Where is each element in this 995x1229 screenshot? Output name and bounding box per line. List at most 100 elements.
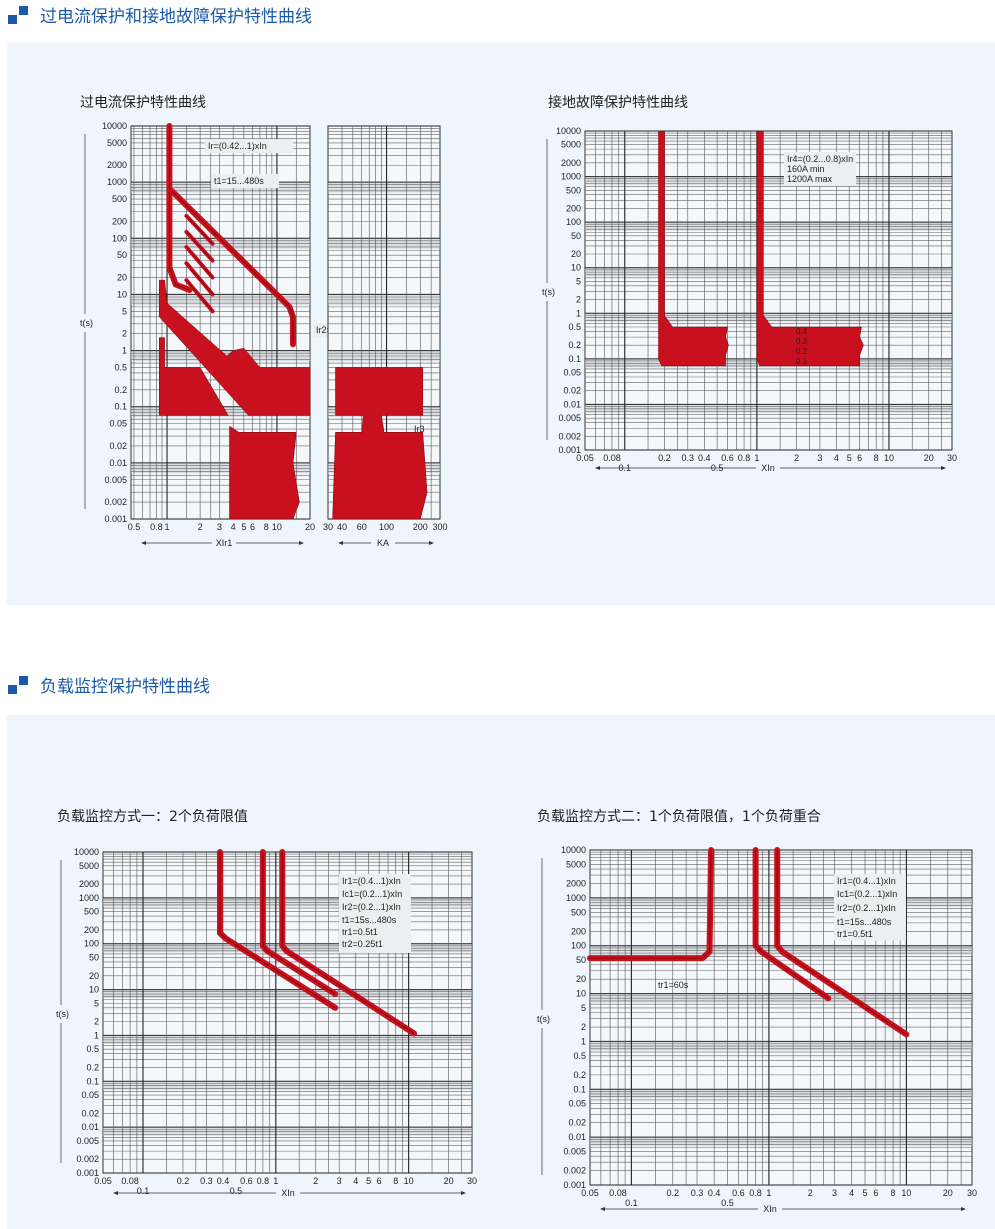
chart-overcurrent_ka: 30 40 60 100 200 300 KA Ir3 (323, 125, 448, 548)
y-tick-label: 10000 (102, 121, 127, 131)
x-tick-label: 4 (353, 1176, 358, 1186)
x-tick-label: 0.4 (708, 1188, 721, 1198)
y-tick-label: 0.05 (568, 1099, 586, 1109)
trip-curve-centerline (281, 852, 415, 1034)
arrow-left-icon (113, 1191, 118, 1195)
annotation-label: t1=15s...480s (342, 915, 397, 925)
x-tick-label: 2 (198, 522, 203, 532)
x-axis-label: XIn (281, 1188, 295, 1198)
y-tick-label: 20 (117, 273, 127, 283)
x-tick-label: 0.6 (240, 1176, 253, 1186)
y-tick-label: 0.5 (86, 1044, 99, 1054)
y-tick-label: 0.1 (86, 1076, 99, 1086)
annotation-label: Ir3 (414, 424, 425, 434)
section-bullet-icon (8, 5, 30, 24)
y-tick-label: 5000 (561, 140, 581, 150)
chart-load_mode2: 100005000200010005002001005020105210.50.… (537, 845, 977, 1214)
y-tick-label: 50 (89, 953, 99, 963)
annotation-label: 0.2 (796, 347, 808, 356)
y-tick-label: 200 (566, 203, 581, 213)
y-tick-label: 20 (89, 971, 99, 981)
annotation-label: tr1=60s (658, 980, 689, 990)
trip-curve-centerline (219, 852, 336, 1009)
y-tick-label: 20 (571, 249, 581, 259)
x-tick-label: 0.05 (94, 1176, 112, 1186)
x-tick-label: 0.6 (721, 453, 734, 463)
y-tick-label: 0.05 (563, 368, 581, 378)
x-tick-label: 0.8 (257, 1176, 270, 1186)
annotation-label: t1=15...480s (214, 176, 264, 186)
x-tick-label: 100 (379, 522, 394, 532)
y-tick-label: 10 (117, 289, 127, 299)
x-tick-label: 5 (847, 453, 852, 463)
x-tick-label: 0.1 (137, 1186, 150, 1196)
y-tick-label: 10 (576, 989, 586, 999)
y-tick-label: 0.2 (573, 1070, 586, 1080)
trip-curve-centerline (186, 231, 213, 261)
y-tick-label: 500 (84, 907, 99, 917)
trip-curve-centerline (171, 190, 294, 345)
section-bullet-icon (8, 675, 30, 694)
x-tick-label: 0.08 (609, 1188, 627, 1198)
arrow-left-icon (600, 1207, 605, 1211)
y-tick-label: 10000 (556, 126, 581, 136)
section-title: 过电流保护和接地故障保护特性曲线 (40, 7, 312, 27)
annotation-box (211, 174, 279, 188)
x-tick-label: 0.2 (177, 1176, 190, 1186)
chart-title-ground-fault: 接地故障保护特性曲线 (548, 95, 688, 111)
y-tick-label: 200 (571, 926, 586, 936)
trip-curve-area (229, 425, 300, 520)
x-tick-label: 8 (874, 453, 879, 463)
y-tick-label: 2 (94, 1017, 99, 1027)
x-tick-label: 0.4 (217, 1176, 230, 1186)
x-tick-label: 4 (834, 453, 839, 463)
y-axis-label: t(s) (537, 1014, 550, 1024)
trip-curve-area (159, 279, 311, 416)
annotation-box (339, 874, 411, 953)
x-tick-label: 0.2 (667, 1188, 680, 1198)
x-tick-label: 30 (467, 1176, 477, 1186)
x-tick-label: 20 (924, 453, 934, 463)
x-tick-label: 3 (217, 522, 222, 532)
x-tick-label: 60 (357, 522, 367, 532)
y-axis-label: t(s) (80, 318, 93, 328)
y-tick-label: 2000 (107, 160, 127, 170)
y-tick-label: 0.02 (81, 1108, 99, 1118)
y-tick-label: 1 (122, 346, 127, 356)
trip-curve-centerline (755, 850, 829, 999)
y-tick-label: 5000 (107, 138, 127, 148)
y-tick-label: 0.1 (573, 1084, 586, 1094)
y-tick-label: 0.1 (114, 402, 127, 412)
y-tick-label: 0.002 (76, 1154, 99, 1164)
chart-title-overcurrent: 过电流保护特性曲线 (80, 95, 206, 111)
y-tick-label: 0.5 (114, 362, 127, 372)
y-tick-label: 0.005 (563, 1147, 586, 1157)
x-axis-label: XIn (761, 463, 775, 473)
annotation-label: Ir1=(0.4...1)xIn (342, 876, 401, 886)
x-tick-label: 0.3 (691, 1188, 704, 1198)
x-tick-label: 10 (901, 1188, 911, 1198)
y-tick-label: 0.02 (563, 386, 581, 396)
y-tick-label: 10000 (74, 847, 99, 857)
x-axis-label: XIn (763, 1204, 777, 1214)
y-tick-label: 2 (122, 329, 127, 339)
x-tick-label: 10 (884, 453, 894, 463)
x-tick-label: 1 (165, 522, 170, 532)
y-tick-label: 2000 (566, 878, 586, 888)
y-tick-label: 0.005 (76, 1136, 99, 1146)
y-tick-label: 0.01 (109, 458, 127, 468)
x-tick-label: 2 (794, 453, 799, 463)
y-tick-label: 5 (581, 1003, 586, 1013)
y-tick-label: 200 (84, 925, 99, 935)
y-tick-label: 5 (576, 276, 581, 286)
y-tick-label: 0.001 (104, 514, 127, 524)
x-tick-label: 8 (264, 522, 269, 532)
arrow-left-icon (141, 541, 146, 545)
x-tick-label: 8 (891, 1188, 896, 1198)
arrow-right-icon (461, 1191, 466, 1195)
annotation-label: 0.1 (796, 357, 808, 366)
arrow-left-icon (595, 466, 600, 470)
y-tick-label: 1 (576, 308, 581, 318)
x-tick-label: 6 (873, 1188, 878, 1198)
